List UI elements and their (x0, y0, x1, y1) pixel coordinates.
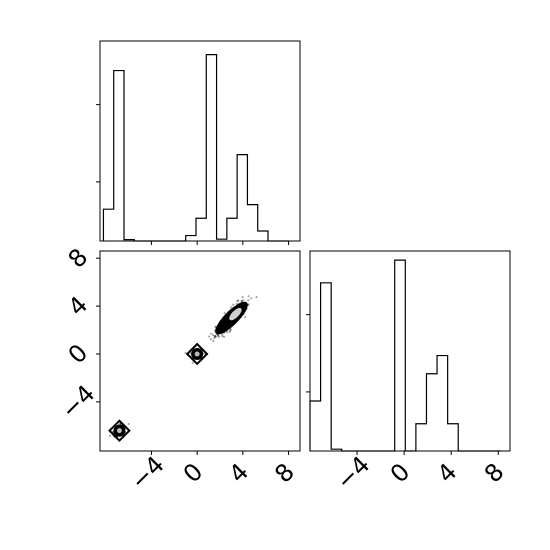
joint-xticklabel-3: 8 (269, 458, 300, 489)
marginal-histogram-x2-panel: −4 0 4 8 (306, 250, 511, 496)
scatter-point (184, 351, 187, 355)
joint-yticklabel-2: 4 (63, 291, 94, 322)
cluster-center-1 (194, 351, 200, 357)
marginal-histogram-x1-panel (96, 40, 301, 245)
scatter-point (230, 306, 233, 309)
right-hist-xticklabel-3: 8 (479, 458, 510, 489)
scatter-point (221, 334, 224, 338)
scatter-point (247, 295, 250, 298)
scatter-point (240, 300, 243, 303)
scatter-point (229, 328, 232, 332)
scatter-point (214, 335, 217, 339)
scatter-point (212, 339, 215, 343)
scatter-point (221, 333, 224, 336)
scatter-point (211, 334, 215, 337)
right-hist-frame (309, 250, 511, 452)
joint-xticklabel-1: 0 (178, 458, 209, 489)
scatter-point (244, 316, 247, 319)
scatter-point (247, 303, 250, 306)
scatter-point (208, 335, 211, 338)
scatter-point (237, 299, 240, 302)
top-hist-step-outline (102, 54, 289, 242)
scatter-point (228, 330, 231, 334)
scatter-point (214, 325, 217, 328)
scatter-point (212, 337, 216, 340)
cluster-contour-0 (108, 419, 131, 442)
scatter-point (250, 297, 253, 300)
scatter-point (247, 299, 250, 302)
scatter-point (241, 295, 244, 299)
joint-yticklabel-3: 8 (63, 243, 94, 274)
scatter-point (217, 335, 221, 338)
scatter-point (242, 298, 245, 302)
scatter-point (225, 331, 228, 334)
joint-xticklabel-0: −4 (125, 451, 170, 496)
scatter-point (214, 335, 217, 338)
scatter-point (213, 334, 217, 337)
right-hist-step-outline (309, 259, 501, 452)
scatter-point (214, 335, 217, 338)
scatter-point (222, 335, 226, 338)
scatter-point (209, 338, 213, 341)
right-hist-xticklabel-2: 4 (432, 458, 463, 489)
scatter-point (202, 352, 205, 355)
scatter-point (232, 303, 235, 306)
scatter-point (255, 295, 258, 299)
cluster-highlight-2 (229, 307, 242, 321)
scatter-point (223, 311, 226, 315)
cluster-contour-1 (185, 342, 209, 366)
scatter-point (210, 332, 213, 335)
top-hist-frame (99, 40, 301, 242)
scatter-point (240, 300, 243, 303)
joint-xticklabel-2: 4 (224, 458, 255, 489)
right-hist-xticklabel-1: 0 (385, 458, 416, 489)
cluster-center-0 (116, 428, 122, 434)
scatter-point (127, 422, 130, 426)
right-hist-xticklabel-0: −4 (331, 451, 376, 496)
joint-yticklabel-0: −4 (56, 379, 101, 424)
scatter-point (216, 334, 219, 337)
scatter-point (228, 329, 232, 332)
scatter-point (191, 361, 194, 364)
scatter-point (108, 434, 112, 438)
scatter-point (216, 334, 220, 337)
joint-points-group (108, 295, 258, 442)
joint-frame (99, 250, 301, 452)
scatter-point (236, 299, 239, 303)
joint-yticklabel-1: 0 (63, 339, 94, 370)
